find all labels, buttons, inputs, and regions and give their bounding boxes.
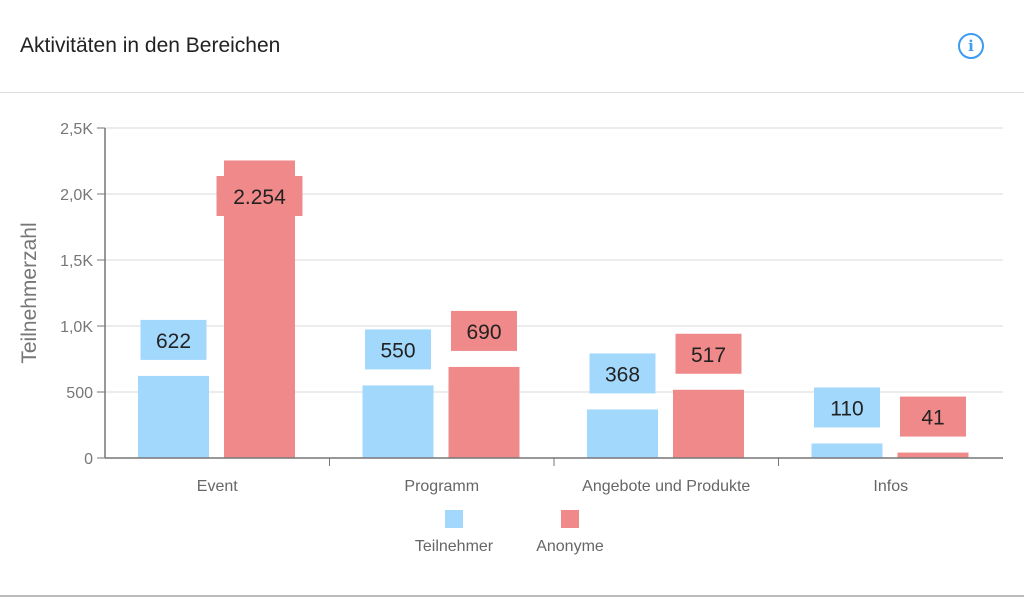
data-label: 550 <box>380 339 415 362</box>
x-tick-label: Programm <box>404 478 479 495</box>
legend-label: Anonyme <box>536 538 604 555</box>
legend-swatch <box>561 510 579 528</box>
data-label-box <box>365 329 431 370</box>
legend-item-teilnehmer[interactable]: Teilnehmer <box>394 510 514 556</box>
x-tick-label: Event <box>197 478 238 495</box>
data-label-box <box>216 176 303 216</box>
data-label: 517 <box>691 344 726 367</box>
data-label-box <box>589 353 656 394</box>
header-divider <box>0 92 1024 93</box>
footer-divider <box>0 595 1024 597</box>
y-tick-label: 500 <box>66 385 93 402</box>
legend-item-anonyme[interactable]: Anonyme <box>510 510 630 556</box>
legend-label: Teilnehmer <box>414 538 494 555</box>
data-label-box <box>140 319 207 360</box>
x-tick-label: Infos <box>873 478 908 495</box>
data-label-box <box>451 310 517 351</box>
data-label-box <box>675 333 742 374</box>
bar-teilnehmer <box>362 385 434 458</box>
data-label: 690 <box>466 321 501 344</box>
bar-teilnehmer <box>138 375 209 458</box>
y-tick-label: 2,5K <box>60 121 93 138</box>
bar-anonyme <box>897 452 969 458</box>
y-tick-label: 1,0K <box>60 319 93 336</box>
data-label: 2.254 <box>233 186 286 209</box>
legend-swatch <box>445 510 463 528</box>
page-title: Aktivitäten in den Bereichen <box>20 34 281 57</box>
info-icon[interactable]: i <box>958 33 984 59</box>
data-label-box <box>814 387 880 428</box>
y-tick-label: 2,0K <box>60 187 93 204</box>
data-label: 41 <box>921 407 944 430</box>
data-label: 622 <box>156 330 191 353</box>
y-tick-label: 0 <box>84 451 93 468</box>
bar-teilnehmer <box>811 443 883 458</box>
y-axis-label: Teilnehmerzahl <box>18 222 41 363</box>
bar-anonyme <box>673 389 744 458</box>
data-label: 368 <box>605 363 640 386</box>
data-label-box <box>900 396 966 437</box>
x-tick-label: Angebote und Produkte <box>582 478 750 495</box>
y-tick-label: 1,5K <box>60 253 93 270</box>
bar-anonyme <box>448 366 520 458</box>
data-label: 110 <box>830 397 863 420</box>
bar-teilnehmer <box>587 409 658 458</box>
